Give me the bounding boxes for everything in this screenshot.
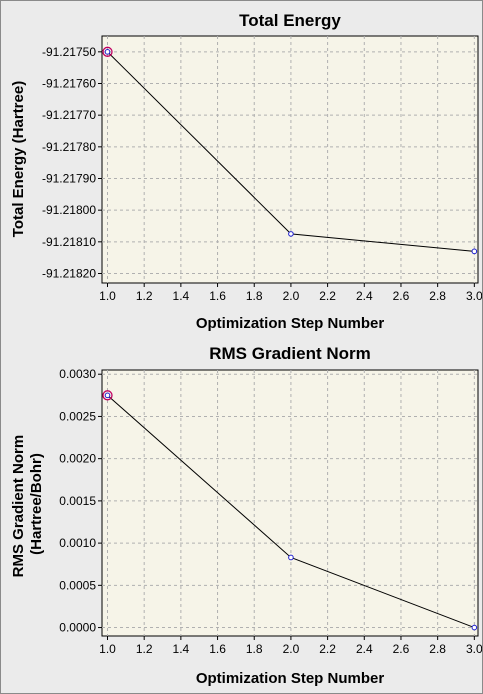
x-tick-label: 2.4 (356, 642, 373, 656)
y-tick-label: -91.21760 (42, 77, 96, 91)
data-point[interactable] (104, 49, 111, 55)
y-tick-label: 0.0030 (59, 367, 96, 381)
total-energy-chart: Total Energy 1.0 1.2 1.4 1.6 1.8 2.0 2.2 2.4 2.6… (10, 11, 482, 332)
y-tick-label: -91.21780 (42, 140, 96, 154)
chart-title: Total Energy (239, 11, 341, 30)
y-tick-label: 0.0015 (59, 494, 96, 508)
x-tick-label: 2.8 (429, 642, 446, 656)
plot-area (101, 369, 479, 637)
rms-gradient-chart: RMS Gradient Norm 1.0 1.2 1.4 1.6 1.8 2.0 2.2 2… (10, 346, 482, 687)
x-tick-label: 2.0 (283, 642, 300, 656)
x-tick-label: 2.0 (283, 289, 300, 303)
x-axis-label: Optimization Step Number (196, 315, 385, 332)
x-tick-label: 1.2 (136, 289, 153, 303)
y-tick-label: -91.21790 (42, 172, 96, 186)
y-tick-label: 0.0005 (59, 578, 96, 592)
y-tick-label: 0.0000 (59, 621, 96, 635)
x-tick-label: 2.6 (393, 642, 410, 656)
x-tick-label: 1.4 (173, 289, 190, 303)
current-point-marker[interactable] (102, 390, 113, 401)
y-tick-label: -91.21820 (42, 267, 96, 281)
data-point[interactable] (471, 248, 478, 255)
x-tick-label: 3.0 (466, 289, 482, 303)
y-tick-label: -91.21810 (42, 235, 96, 249)
data-point[interactable] (288, 554, 294, 561)
x-tick-label: 1.8 (246, 642, 263, 656)
y-tick-label: 0.0010 (59, 536, 96, 550)
x-tick-label: 1.8 (246, 289, 263, 303)
x-tick-label: 2.8 (429, 289, 446, 303)
x-tick-label: 1.0 (99, 642, 116, 656)
x-tick-label: 1.6 (209, 642, 226, 656)
y-tick-label: 0.0025 (59, 409, 96, 423)
chart-title: RMS Gradient Norm (209, 346, 371, 363)
y-tick-label: 0.0020 (59, 452, 96, 466)
y-tick-label: -91.21800 (42, 203, 96, 217)
x-tick-label: 2.6 (393, 289, 410, 303)
x-tick-label: 1.2 (136, 642, 153, 656)
data-point[interactable] (288, 231, 294, 237)
y-tick-label: -91.21750 (42, 45, 96, 59)
y-axis-label: Total Energy (Hartree) (10, 81, 27, 237)
x-tick-label: 1.4 (173, 642, 190, 656)
x-axis-label: Optimization Step Number (196, 670, 385, 687)
x-tick-label: 2.2 (319, 642, 336, 656)
data-point[interactable] (471, 624, 478, 631)
y-axis-label-line-2: (Hartree/Bohr) (28, 453, 45, 555)
y-axis-label-line-1: RMS Gradient Norm (10, 435, 27, 578)
y-tick-label: -91.21770 (42, 108, 96, 122)
x-tick-label: 1.0 (99, 289, 116, 303)
x-tick-label: 2.4 (356, 289, 373, 303)
current-point-marker[interactable] (102, 46, 113, 57)
x-tick-label: 1.6 (209, 289, 226, 303)
x-tick-label: 2.2 (319, 289, 336, 303)
data-point[interactable] (104, 392, 111, 399)
y-axis-label: RMS Gradient Norm (Hartree/Bohr) (10, 431, 45, 578)
x-tick-label: 3.0 (466, 642, 482, 656)
